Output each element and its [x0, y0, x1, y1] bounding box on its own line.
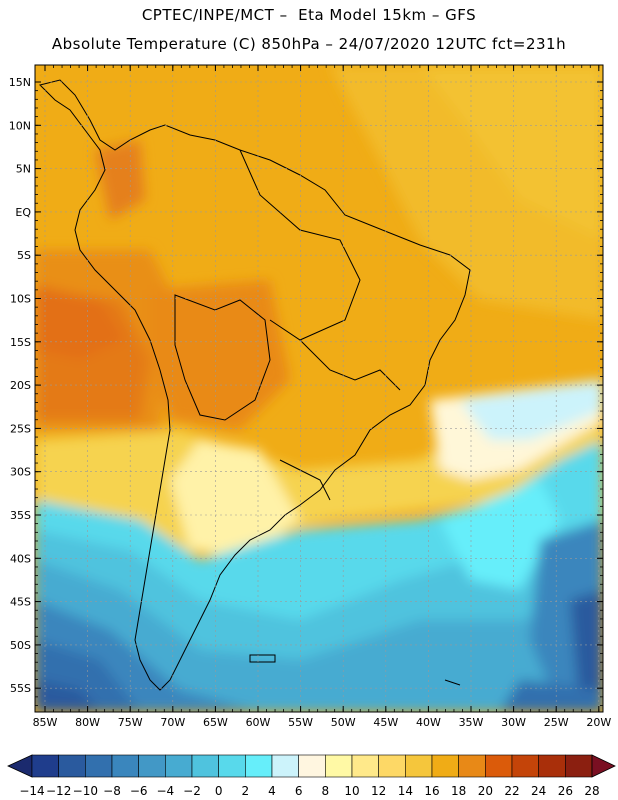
- colorbar-segment: [245, 754, 273, 778]
- colorbar-label: 24: [531, 784, 546, 798]
- lat-label: 40S: [10, 552, 31, 565]
- colorbar-segment: [378, 754, 406, 778]
- lat-label: EQ: [15, 206, 31, 219]
- colorbar-label: −14: [19, 784, 44, 798]
- colorbar-label: −10: [73, 784, 98, 798]
- lat-label: 15N: [9, 76, 31, 89]
- colorbar-label: 2: [242, 784, 250, 798]
- colorbar-label: −2: [183, 784, 201, 798]
- lon-label: 55W: [288, 716, 313, 729]
- colorbar-segment: [538, 754, 566, 778]
- colorbar-label: 6: [295, 784, 303, 798]
- axis-ticks: [35, 65, 603, 712]
- colorbar-segment: [565, 754, 593, 778]
- colorbar-segment: [405, 754, 433, 778]
- lon-label: 45W: [373, 716, 398, 729]
- colorbar-label: 8: [322, 784, 330, 798]
- colorbar-segment: [85, 754, 113, 778]
- lon-label: 40W: [416, 716, 441, 729]
- colorbar-label: −4: [156, 784, 174, 798]
- colorbar-label: −8: [103, 784, 121, 798]
- coastline: [39, 79, 471, 691]
- lat-label: 5S: [17, 249, 31, 262]
- colorbar-segment: [165, 754, 193, 778]
- lat-label: 15S: [10, 336, 31, 349]
- latitude-labels: 15N 10N 5N EQ 5S 10S 15S 20S 25S 30S 35S 40S 45S 50S 5…: [9, 76, 32, 695]
- chart-title-line-1: CPTEC/INPE/MCT – Eta Model 15km – GFS: [141, 6, 477, 24]
- colorbar-segment: [191, 754, 219, 778]
- lat-label: 35S: [10, 509, 31, 522]
- colorbar-label: 10: [344, 784, 359, 798]
- lat-label: 55S: [10, 682, 31, 695]
- lat-label: 50S: [10, 639, 31, 652]
- colorbar-labels: −14 −12 −10 −8 −6 −4 −2 0 2 4 6 8 10 12 14 16 18 20 22 24 26…: [19, 784, 599, 798]
- longitude-labels: 85W 80W 75W 70W 65W 60W 55W 50W 45W 40W 35W 30W 25W 2…: [33, 716, 612, 729]
- colorbar-segment: [58, 754, 86, 778]
- lon-label: 35W: [459, 716, 484, 729]
- lon-label: 25W: [544, 716, 569, 729]
- colorbar-segment: [138, 754, 166, 778]
- lat-label: 5N: [16, 163, 31, 176]
- lon-label: 20W: [586, 716, 611, 729]
- lon-label: 65W: [203, 716, 228, 729]
- colorbar-label: 28: [584, 784, 599, 798]
- colorbar-under-arrow: [7, 754, 33, 778]
- colorbar-segment: [511, 754, 539, 778]
- colorbar-label: −12: [46, 784, 71, 798]
- colorbar-segment: [31, 754, 59, 778]
- colorbar-segment: [485, 754, 513, 778]
- colorbar-segment: [325, 754, 353, 778]
- colorbar-segment: [218, 754, 246, 778]
- lon-label: 75W: [118, 716, 143, 729]
- lon-label: 50W: [331, 716, 356, 729]
- lon-label: 80W: [75, 716, 100, 729]
- colorbar-label: 22: [504, 784, 519, 798]
- colorbar-segment: [431, 754, 459, 778]
- colorbar-segment: [458, 754, 486, 778]
- colorbar-segment: [271, 754, 299, 778]
- lon-label: 30W: [501, 716, 526, 729]
- colorbar: [7, 754, 616, 778]
- lat-label: 10N: [9, 119, 31, 132]
- colorbar-segment: [351, 754, 379, 778]
- plot-frame: [34, 64, 604, 713]
- lon-label: 70W: [160, 716, 185, 729]
- colorbar-label: −6: [130, 784, 148, 798]
- colorbar-label: 20: [478, 784, 493, 798]
- colorbar-label: 16: [424, 784, 439, 798]
- lat-label: 30S: [10, 466, 31, 479]
- lat-label: 20S: [10, 379, 31, 392]
- colorbar-label: 18: [451, 784, 466, 798]
- colorbar-label: 14: [398, 784, 413, 798]
- temperature-field: [35, 65, 603, 712]
- lon-label: 85W: [33, 716, 58, 729]
- lat-label: 10S: [10, 293, 31, 306]
- colorbar-label: 0: [215, 784, 223, 798]
- lat-label: 45S: [10, 596, 31, 609]
- lon-label: 60W: [246, 716, 271, 729]
- colorbar-segment: [111, 754, 139, 778]
- chart-title-line-2: Absolute Temperature (C) 850hPa – 24/07/…: [51, 35, 567, 53]
- colorbar-segment: [298, 754, 326, 778]
- colorbar-label: 26: [558, 784, 573, 798]
- lat-label: 25S: [10, 422, 31, 435]
- colorbar-label: 12: [371, 784, 386, 798]
- colorbar-label: 4: [268, 784, 276, 798]
- colorbar-over-arrow: [591, 754, 616, 778]
